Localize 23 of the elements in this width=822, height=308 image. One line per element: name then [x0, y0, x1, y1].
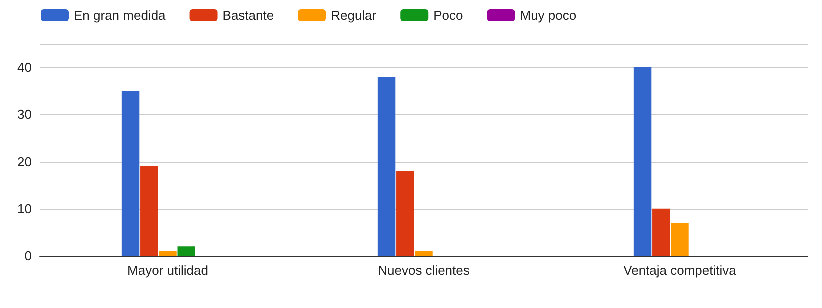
bar — [159, 251, 177, 256]
legend-label: Bastante — [222, 8, 274, 23]
bar — [652, 208, 670, 256]
x-tick-label: Nuevos clientes — [378, 263, 470, 278]
y-tick-label: 40 — [18, 60, 32, 76]
bar — [122, 91, 140, 256]
bar — [415, 251, 433, 256]
bar — [396, 171, 414, 256]
bar — [671, 223, 689, 256]
legend-label: Regular — [331, 8, 378, 23]
bar — [634, 68, 652, 256]
y-tick-label: 0 — [24, 248, 32, 264]
legend-label: En gran medida — [74, 8, 167, 23]
x-tick-label: Ventaja competitiva — [624, 263, 738, 278]
y-tick-label: 30 — [18, 107, 32, 122]
legend-label: Poco — [434, 8, 464, 23]
legend-label: Muy poco — [520, 8, 577, 23]
y-tick-label: 10 — [18, 201, 32, 216]
y-tick-label: 20 — [18, 154, 32, 170]
bar — [178, 246, 196, 256]
x-tick-label: Mayor utilidad — [128, 263, 208, 278]
bar — [378, 76, 396, 256]
bar — [140, 166, 158, 256]
